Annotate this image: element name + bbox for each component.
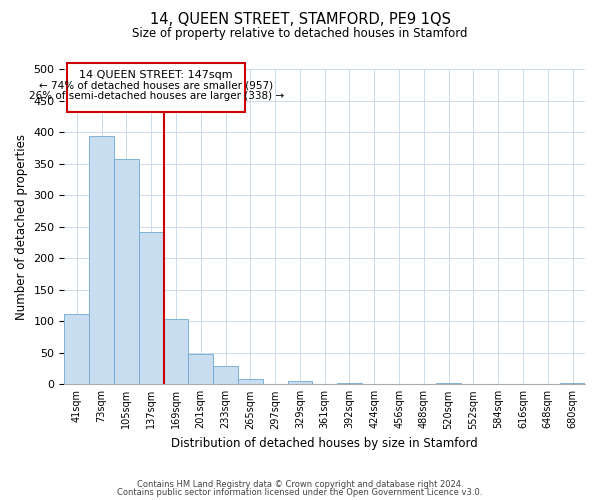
Bar — [287, 381, 313, 384]
Text: Contains HM Land Registry data © Crown copyright and database right 2024.: Contains HM Land Registry data © Crown c… — [137, 480, 463, 489]
Bar — [188, 354, 213, 384]
Bar — [436, 383, 461, 384]
Text: 26% of semi-detached houses are larger (338) →: 26% of semi-detached houses are larger (… — [29, 91, 284, 101]
Bar — [213, 366, 238, 384]
Text: 14, QUEEN STREET, STAMFORD, PE9 1QS: 14, QUEEN STREET, STAMFORD, PE9 1QS — [149, 12, 451, 28]
Bar — [337, 383, 362, 384]
FancyBboxPatch shape — [67, 62, 245, 112]
Bar — [164, 320, 188, 384]
Bar — [114, 158, 139, 384]
Text: 14 QUEEN STREET: 147sqm: 14 QUEEN STREET: 147sqm — [79, 70, 233, 80]
Bar — [238, 380, 263, 384]
Y-axis label: Number of detached properties: Number of detached properties — [15, 134, 28, 320]
Bar — [560, 383, 585, 384]
X-axis label: Distribution of detached houses by size in Stamford: Distribution of detached houses by size … — [172, 437, 478, 450]
Text: Size of property relative to detached houses in Stamford: Size of property relative to detached ho… — [132, 28, 468, 40]
Text: Contains public sector information licensed under the Open Government Licence v3: Contains public sector information licen… — [118, 488, 482, 497]
Text: ← 74% of detached houses are smaller (957): ← 74% of detached houses are smaller (95… — [39, 80, 273, 90]
Bar — [64, 314, 89, 384]
Bar — [89, 136, 114, 384]
Bar — [139, 232, 164, 384]
